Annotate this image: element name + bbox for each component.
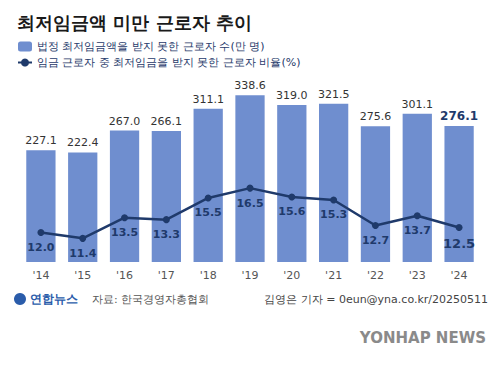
- svg-text:'22: '22: [367, 269, 384, 282]
- svg-text:YONHAP NEWS: YONHAP NEWS: [359, 329, 486, 347]
- svg-text:최저임금액 미만 근로자 추이: 최저임금액 미만 근로자 추이: [17, 12, 252, 33]
- svg-text:222.4: 222.4: [67, 136, 99, 149]
- svg-text:311.1: 311.1: [192, 93, 224, 106]
- svg-text:275.6: 275.6: [360, 110, 392, 123]
- svg-text:김영은 기자 = 0eun@yna.co.kr/202505: 김영은 기자 = 0eun@yna.co.kr/20250511: [264, 293, 488, 306]
- svg-text:13.7: 13.7: [404, 224, 431, 237]
- svg-text:11.4: 11.4: [69, 247, 96, 260]
- svg-text:'16: '16: [116, 269, 133, 282]
- svg-text:12.7: 12.7: [362, 234, 389, 247]
- svg-text:자료: 한국경영자총협회: 자료: 한국경영자총협회: [92, 293, 209, 306]
- svg-text:'24: '24: [451, 269, 468, 282]
- svg-text:276.1: 276.1: [440, 109, 478, 123]
- svg-text:319.0: 319.0: [276, 89, 308, 102]
- svg-text:12.5: 12.5: [443, 236, 475, 251]
- svg-text:15.5: 15.5: [195, 206, 222, 219]
- svg-text:12.0: 12.0: [27, 241, 54, 254]
- svg-text:267.0: 267.0: [109, 115, 141, 128]
- svg-text:'14: '14: [32, 269, 49, 282]
- svg-text:'18: '18: [200, 269, 217, 282]
- svg-text:'19: '19: [241, 269, 258, 282]
- svg-text:15.3: 15.3: [320, 208, 347, 221]
- svg-text:연합뉴스: 연합뉴스: [30, 292, 78, 306]
- svg-text:16.5: 16.5: [236, 197, 263, 210]
- svg-text:338.6: 338.6: [234, 79, 266, 92]
- svg-text:'20: '20: [283, 269, 300, 282]
- svg-text:227.1: 227.1: [25, 134, 57, 147]
- svg-text:법정 최저임금액을 받지 못한 근로자 수(만 명): 법정 최저임금액을 받지 못한 근로자 수(만 명): [37, 40, 265, 53]
- svg-text:13.3: 13.3: [153, 228, 180, 241]
- svg-text:'23: '23: [409, 269, 426, 282]
- svg-text:임금 근로자 중 최저임금을 받지 못한 근로자 비율(%): 임금 근로자 중 최저임금을 받지 못한 근로자 비율(%): [37, 56, 301, 69]
- svg-text:'17: '17: [158, 269, 175, 282]
- svg-text:15.6: 15.6: [278, 205, 305, 218]
- svg-text:321.5: 321.5: [318, 88, 350, 101]
- svg-text:'15: '15: [74, 269, 91, 282]
- svg-text:301.1: 301.1: [402, 98, 434, 111]
- svg-text:'21: '21: [325, 269, 342, 282]
- svg-text:266.1: 266.1: [151, 115, 183, 128]
- svg-text:13.5: 13.5: [111, 226, 138, 239]
